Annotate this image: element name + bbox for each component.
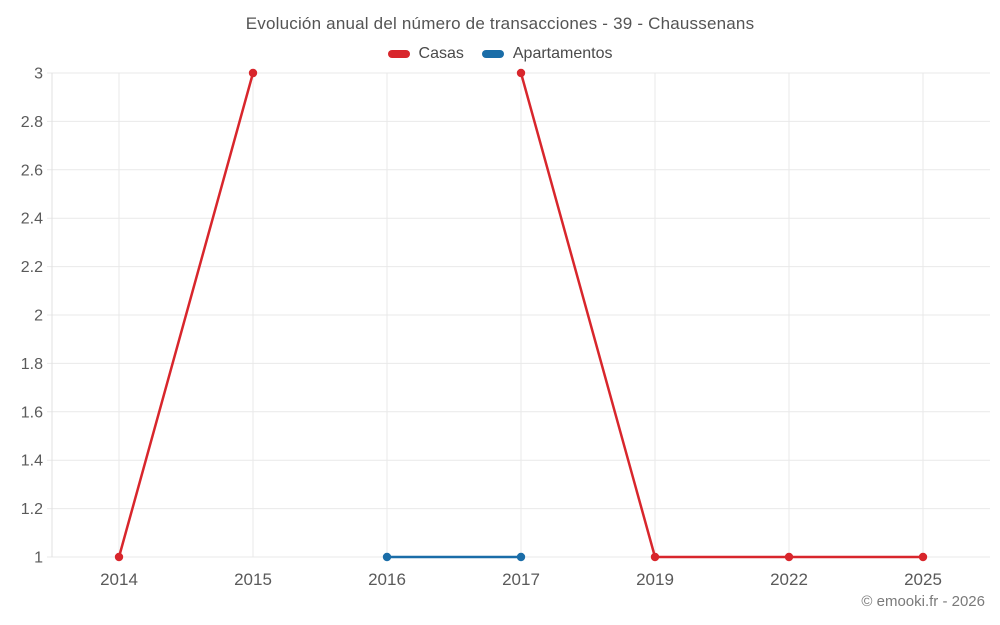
x-tick-label: 2015 xyxy=(234,570,272,589)
data-point-casas-2014 xyxy=(114,552,124,562)
y-tick-label: 1.2 xyxy=(21,501,43,518)
legend-item-apartamentos[interactable]: Apartamentos xyxy=(481,45,613,63)
copyright-text: © emooki.fr - 2026 xyxy=(861,593,985,610)
y-tick-label: 2.2 xyxy=(21,259,43,276)
y-tick-label: 1.4 xyxy=(21,453,43,470)
x-tick-label: 2016 xyxy=(368,570,406,589)
x-tick-label: 2022 xyxy=(770,570,808,589)
y-tick-label: 2 xyxy=(34,308,43,325)
data-point-casas-2025 xyxy=(918,552,928,562)
data-point-casas-2015 xyxy=(248,68,258,78)
data-point-apartamentos-2017 xyxy=(516,552,526,562)
y-tick-label: 2.4 xyxy=(21,211,43,228)
x-tick-label: 2017 xyxy=(502,570,540,589)
data-point-casas-2022 xyxy=(784,552,794,562)
y-tick-label: 3 xyxy=(34,66,43,83)
y-tick-label: 1.8 xyxy=(21,356,43,373)
legend-label: Casas xyxy=(418,45,464,62)
x-tick-label: 2014 xyxy=(100,570,138,589)
data-point-apartamentos-2016 xyxy=(382,552,392,562)
chart-title: Evolución anual del número de transaccio… xyxy=(245,14,755,33)
legend-label: Apartamentos xyxy=(512,45,613,62)
y-tick-label: 2.8 xyxy=(21,114,43,131)
legend-swatch-icon xyxy=(481,50,504,58)
legend-item-casas[interactable]: Casas xyxy=(387,45,464,63)
y-tick-label: 1 xyxy=(34,550,43,567)
data-point-casas-2019 xyxy=(650,552,660,562)
x-tick-label: 2019 xyxy=(636,570,674,589)
legend-swatch-icon xyxy=(387,50,410,58)
chart-legend: Casas Apartamentos xyxy=(0,45,1000,63)
y-tick-label: 2.6 xyxy=(21,162,43,179)
data-point-casas-2017 xyxy=(516,68,526,78)
series-line-casas xyxy=(117,71,925,559)
y-tick-label: 1.6 xyxy=(21,404,43,421)
x-tick-label: 2025 xyxy=(904,570,942,589)
